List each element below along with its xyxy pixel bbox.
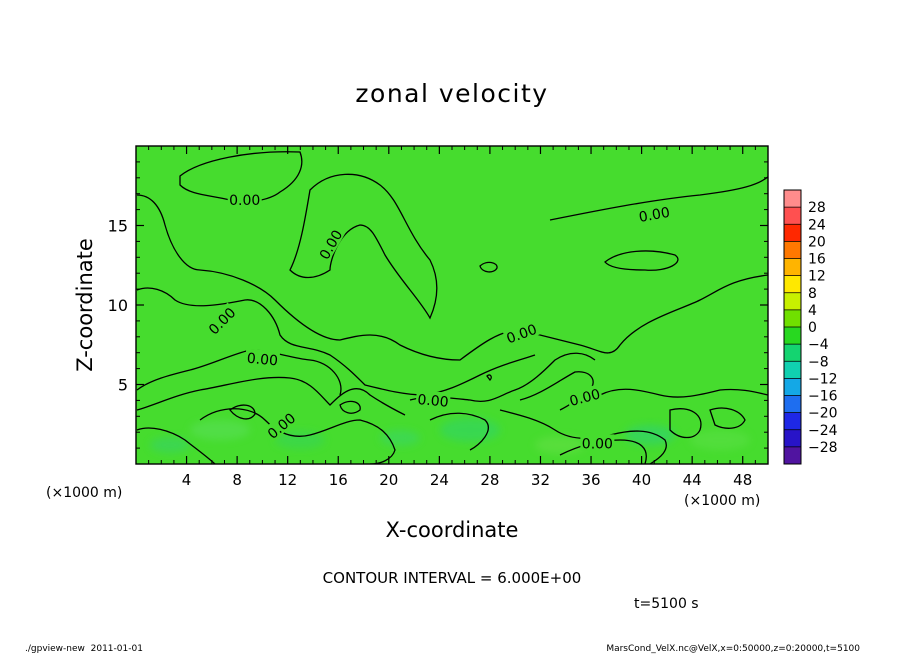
colorbar-swatch xyxy=(784,446,801,465)
contour-label-text: 0.00 xyxy=(568,386,602,410)
colorbar-level-label: 24 xyxy=(808,217,826,233)
colorbar-level-label: 28 xyxy=(808,200,826,216)
colorbar-swatch xyxy=(784,395,801,413)
contour-label-bg xyxy=(227,191,262,208)
x-axis: 4 8 12 16 20 24 28 32 36 40 44 48 xyxy=(148,146,756,489)
contour-label: 0.00 xyxy=(565,384,603,410)
contour-label: 0.00 xyxy=(635,202,673,226)
colorbar-swatch xyxy=(784,327,801,345)
colorbar-swatch xyxy=(784,309,801,328)
contour-label-text: 0.00 xyxy=(417,392,449,411)
x-unit-left: (×1000 m) xyxy=(46,485,122,501)
colorbar-swatch xyxy=(784,207,801,225)
x-tick-label: 48 xyxy=(733,471,752,489)
contour-label-bg xyxy=(502,319,540,347)
colorbar-swatch xyxy=(784,429,801,448)
x-tick-label: 12 xyxy=(278,471,297,489)
contour-label-bg xyxy=(262,408,299,443)
contour-lines xyxy=(136,151,768,464)
colorbar-level-label: 8 xyxy=(808,286,817,302)
chart-title: zonal velocity xyxy=(355,79,548,108)
y-axis: 5 10 15 xyxy=(108,161,768,449)
contour-label: 0.00 xyxy=(203,302,239,338)
y-tick-label: 15 xyxy=(108,217,128,236)
contour-interval-label: CONTOUR INTERVAL = 6.000E+00 xyxy=(323,569,582,587)
colorbar-swatch xyxy=(784,224,801,242)
colorbar-level-label: −20 xyxy=(808,406,838,422)
contour-label: 0.00 xyxy=(227,191,262,209)
contour-label: 0.00 xyxy=(244,348,281,370)
y-tick-label: 5 xyxy=(118,376,128,395)
colorbar-swatch xyxy=(784,292,801,311)
colorbar-level-label: −24 xyxy=(808,423,838,439)
time-label: t=5100 s xyxy=(634,596,699,612)
colorbar-level-label: 20 xyxy=(808,234,826,250)
field-shading xyxy=(150,418,750,454)
y-tick-label: 10 xyxy=(108,296,128,315)
x-tick-label: 44 xyxy=(683,471,702,489)
colorbar-swatch xyxy=(784,361,801,379)
contour-label-text: 0.00 xyxy=(582,436,613,452)
x-axis-label: X-coordinate xyxy=(386,518,519,542)
colorbar-level-label: 4 xyxy=(808,303,817,319)
colorbar-swatch xyxy=(784,258,801,276)
contour-label-text: 0.00 xyxy=(638,205,671,226)
x-tick-label: 4 xyxy=(182,471,192,489)
x-tick-label: 28 xyxy=(480,471,499,489)
contour-label-bg xyxy=(203,302,239,338)
x-tick-label: 40 xyxy=(632,471,651,489)
contour-label: 0.00 xyxy=(580,434,615,452)
contour-label-bg xyxy=(244,348,281,368)
colorbar-level-label: −16 xyxy=(808,389,838,405)
y-axis-label: Z-coordinate xyxy=(73,238,97,372)
colorbar-level-label: −8 xyxy=(808,354,829,370)
colorbar-swatch xyxy=(784,275,801,294)
plot-area: 0.000.000.000.000.000.000.00 0.000.000.00… xyxy=(108,145,769,489)
colorbar-swatch xyxy=(784,344,801,362)
colorbar-swatch xyxy=(784,241,801,259)
footer-left: ./gpview-new 2011-01-01 xyxy=(25,644,143,654)
x-tick-label: 36 xyxy=(581,471,600,489)
colorbar-swatch xyxy=(784,378,801,396)
contour-label-text: 0.00 xyxy=(229,193,260,209)
x-tick-label: 16 xyxy=(329,471,348,489)
footer-right: MarsCond_VelX.nc@VelX,x=0:50000,z=0:2000… xyxy=(606,644,860,654)
contour-label-bg xyxy=(580,434,615,451)
colorbar-level-label: 12 xyxy=(808,269,826,285)
colorbar-level-label: −28 xyxy=(808,440,838,456)
colorbar-level-label: 16 xyxy=(808,252,826,268)
contour-label: 0.00 xyxy=(415,389,451,411)
x-unit-right: (×1000 m) xyxy=(684,493,760,509)
contour-label-text: 0.00 xyxy=(246,351,278,370)
colorbar-level-label: −4 xyxy=(808,337,829,353)
x-tick-label: 24 xyxy=(430,471,449,489)
x-tick-label: 32 xyxy=(531,471,550,489)
colorbar-swatch xyxy=(784,412,801,431)
colorbar-swatch xyxy=(784,190,801,208)
x-tick-label: 20 xyxy=(379,471,398,489)
contour-label-bg xyxy=(415,389,451,409)
colorbar-level-label: 0 xyxy=(808,320,817,336)
contour-label-bg xyxy=(635,202,673,225)
x-tick-label: 8 xyxy=(232,471,242,489)
contour-label-bg xyxy=(314,225,346,263)
colorbar-level-label: −12 xyxy=(808,371,838,387)
contour-label-bg xyxy=(565,384,603,409)
